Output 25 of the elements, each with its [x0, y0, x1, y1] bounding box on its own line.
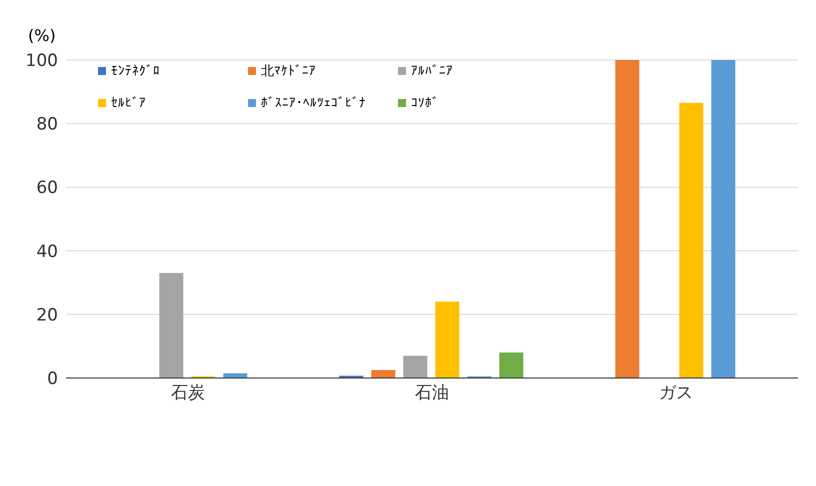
legend-label: ﾓﾝﾃﾈｸﾞﾛ: [111, 63, 161, 81]
bar: [499, 352, 524, 378]
x-tick-label: ガス: [659, 383, 693, 404]
bar: [615, 60, 640, 378]
y-tick-label: 0: [47, 369, 58, 390]
bar: [403, 356, 428, 378]
legend-label: ｱﾙﾊﾞﾆｱ: [411, 63, 454, 81]
bar: [371, 370, 396, 378]
y-tick-label: 80: [36, 114, 58, 135]
y-tick-label: 100: [26, 51, 58, 72]
bar: [711, 60, 736, 378]
y-tick-label: 60: [36, 178, 58, 198]
bar: [159, 273, 184, 378]
legend-label: ｺｿﾎﾞ: [411, 95, 440, 113]
y-tick-label: 20: [36, 305, 58, 326]
legend-label: 北ﾏｹﾄﾞﾆｱ: [261, 63, 317, 81]
legend-label: ﾎﾞｽﾆｱ･ﾍﾙﾂｪｺﾞﾋﾞﾅ: [261, 95, 367, 113]
bar: [435, 302, 460, 378]
legend-label: ｾﾙﾋﾞｱ: [111, 95, 147, 113]
y-tick-label: 40: [36, 242, 58, 262]
bar: [679, 102, 704, 378]
x-tick-label: 石油: [415, 383, 449, 404]
x-tick-label: 石炭: [171, 383, 205, 404]
bar: [223, 373, 248, 378]
y-axis-title: (%): [28, 26, 56, 45]
